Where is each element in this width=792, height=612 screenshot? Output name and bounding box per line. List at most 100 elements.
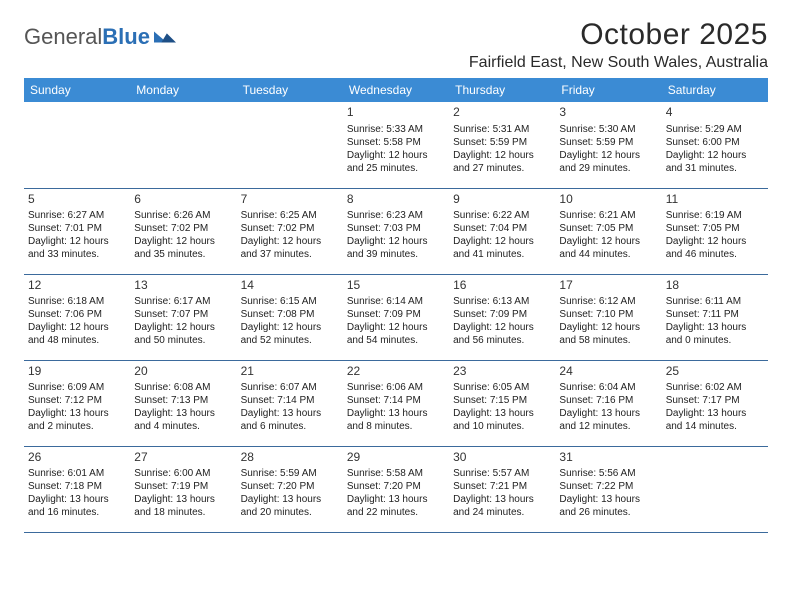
sunrise-text: Sunrise: 5:59 AM: [241, 467, 339, 480]
calendar-cell: 1Sunrise: 5:33 AMSunset: 5:58 PMDaylight…: [343, 102, 449, 188]
calendar-cell: 18Sunrise: 6:11 AMSunset: 7:11 PMDayligh…: [662, 274, 768, 360]
daylight-text: and 27 minutes.: [453, 162, 551, 175]
logo: GeneralBlue: [24, 18, 176, 50]
day-number: 6: [134, 192, 232, 208]
calendar-cell: 19Sunrise: 6:09 AMSunset: 7:12 PMDayligh…: [24, 360, 130, 446]
sunset-text: Sunset: 7:13 PM: [134, 394, 232, 407]
dayname-0: Sunday: [24, 78, 130, 102]
day-number: 21: [241, 364, 339, 380]
daylight-text: and 20 minutes.: [241, 506, 339, 519]
calendar-cell: 4Sunrise: 5:29 AMSunset: 6:00 PMDaylight…: [662, 102, 768, 188]
daylight-text: Daylight: 12 hours: [241, 235, 339, 248]
day-number: 5: [28, 192, 126, 208]
calendar-cell: [24, 102, 130, 188]
calendar-cell: [130, 102, 236, 188]
calendar-cell: 17Sunrise: 6:12 AMSunset: 7:10 PMDayligh…: [555, 274, 661, 360]
sunset-text: Sunset: 7:05 PM: [666, 222, 764, 235]
daylight-text: and 35 minutes.: [134, 248, 232, 261]
daylight-text: and 29 minutes.: [559, 162, 657, 175]
day-number: 16: [453, 278, 551, 294]
sunrise-text: Sunrise: 6:09 AM: [28, 381, 126, 394]
day-number: 11: [666, 192, 764, 208]
calendar-cell: 21Sunrise: 6:07 AMSunset: 7:14 PMDayligh…: [237, 360, 343, 446]
calendar-row: 26Sunrise: 6:01 AMSunset: 7:18 PMDayligh…: [24, 446, 768, 532]
daylight-text: Daylight: 12 hours: [559, 149, 657, 162]
daylight-text: and 12 minutes.: [559, 420, 657, 433]
sunrise-text: Sunrise: 5:57 AM: [453, 467, 551, 480]
sunset-text: Sunset: 7:07 PM: [134, 308, 232, 321]
daylight-text: and 8 minutes.: [347, 420, 445, 433]
sunset-text: Sunset: 7:12 PM: [28, 394, 126, 407]
daylight-text: and 56 minutes.: [453, 334, 551, 347]
calendar-cell: 22Sunrise: 6:06 AMSunset: 7:14 PMDayligh…: [343, 360, 449, 446]
calendar-cell: 6Sunrise: 6:26 AMSunset: 7:02 PMDaylight…: [130, 188, 236, 274]
day-number: 24: [559, 364, 657, 380]
daylight-text: Daylight: 12 hours: [347, 235, 445, 248]
sunset-text: Sunset: 7:17 PM: [666, 394, 764, 407]
sunrise-text: Sunrise: 5:31 AM: [453, 123, 551, 136]
sunset-text: Sunset: 7:11 PM: [666, 308, 764, 321]
calendar-cell: 5Sunrise: 6:27 AMSunset: 7:01 PMDaylight…: [24, 188, 130, 274]
sunset-text: Sunset: 7:16 PM: [559, 394, 657, 407]
sunset-text: Sunset: 7:08 PM: [241, 308, 339, 321]
day-header-row: Sunday Monday Tuesday Wednesday Thursday…: [24, 78, 768, 102]
logo-text: GeneralBlue: [24, 24, 150, 50]
sunrise-text: Sunrise: 6:06 AM: [347, 381, 445, 394]
dayname-3: Wednesday: [343, 78, 449, 102]
calendar-row: 1Sunrise: 5:33 AMSunset: 5:58 PMDaylight…: [24, 102, 768, 188]
calendar-cell: 3Sunrise: 5:30 AMSunset: 5:59 PMDaylight…: [555, 102, 661, 188]
sunrise-text: Sunrise: 6:11 AM: [666, 295, 764, 308]
day-number: 9: [453, 192, 551, 208]
sunrise-text: Sunrise: 6:01 AM: [28, 467, 126, 480]
daylight-text: and 6 minutes.: [241, 420, 339, 433]
calendar-cell: 16Sunrise: 6:13 AMSunset: 7:09 PMDayligh…: [449, 274, 555, 360]
sunrise-text: Sunrise: 6:19 AM: [666, 209, 764, 222]
sunrise-text: Sunrise: 6:13 AM: [453, 295, 551, 308]
calendar-row: 19Sunrise: 6:09 AMSunset: 7:12 PMDayligh…: [24, 360, 768, 446]
daylight-text: Daylight: 12 hours: [134, 321, 232, 334]
calendar-cell: 29Sunrise: 5:58 AMSunset: 7:20 PMDayligh…: [343, 446, 449, 532]
dayname-5: Friday: [555, 78, 661, 102]
calendar-cell: 2Sunrise: 5:31 AMSunset: 5:59 PMDaylight…: [449, 102, 555, 188]
daylight-text: Daylight: 12 hours: [559, 321, 657, 334]
day-number: 28: [241, 450, 339, 466]
daylight-text: and 14 minutes.: [666, 420, 764, 433]
daylight-text: and 52 minutes.: [241, 334, 339, 347]
sunset-text: Sunset: 7:02 PM: [134, 222, 232, 235]
daylight-text: and 44 minutes.: [559, 248, 657, 261]
sunrise-text: Sunrise: 5:56 AM: [559, 467, 657, 480]
calendar-cell: 12Sunrise: 6:18 AMSunset: 7:06 PMDayligh…: [24, 274, 130, 360]
sunrise-text: Sunrise: 6:15 AM: [241, 295, 339, 308]
daylight-text: and 50 minutes.: [134, 334, 232, 347]
sunrise-text: Sunrise: 6:08 AM: [134, 381, 232, 394]
sunset-text: Sunset: 7:20 PM: [241, 480, 339, 493]
sunrise-text: Sunrise: 5:29 AM: [666, 123, 764, 136]
daylight-text: Daylight: 13 hours: [241, 493, 339, 506]
daylight-text: Daylight: 12 hours: [453, 149, 551, 162]
day-number: 18: [666, 278, 764, 294]
sunset-text: Sunset: 7:20 PM: [347, 480, 445, 493]
daylight-text: and 2 minutes.: [28, 420, 126, 433]
logo-word2: Blue: [102, 24, 150, 49]
day-number: 3: [559, 105, 657, 121]
day-number: 7: [241, 192, 339, 208]
calendar-cell: 26Sunrise: 6:01 AMSunset: 7:18 PMDayligh…: [24, 446, 130, 532]
day-number: 29: [347, 450, 445, 466]
sunrise-text: Sunrise: 6:07 AM: [241, 381, 339, 394]
day-number: 15: [347, 278, 445, 294]
daylight-text: Daylight: 13 hours: [453, 493, 551, 506]
calendar-cell: 28Sunrise: 5:59 AMSunset: 7:20 PMDayligh…: [237, 446, 343, 532]
calendar-cell: 14Sunrise: 6:15 AMSunset: 7:08 PMDayligh…: [237, 274, 343, 360]
sunrise-text: Sunrise: 6:05 AM: [453, 381, 551, 394]
daylight-text: Daylight: 13 hours: [134, 407, 232, 420]
location: Fairfield East, New South Wales, Austral…: [469, 54, 768, 72]
daylight-text: and 37 minutes.: [241, 248, 339, 261]
sunrise-text: Sunrise: 6:18 AM: [28, 295, 126, 308]
sunset-text: Sunset: 7:09 PM: [453, 308, 551, 321]
sunrise-text: Sunrise: 5:33 AM: [347, 123, 445, 136]
sunset-text: Sunset: 7:01 PM: [28, 222, 126, 235]
calendar-table: Sunday Monday Tuesday Wednesday Thursday…: [24, 78, 768, 533]
header: GeneralBlue October 2025 Fairfield East,…: [24, 18, 768, 72]
day-number: 10: [559, 192, 657, 208]
day-number: 20: [134, 364, 232, 380]
